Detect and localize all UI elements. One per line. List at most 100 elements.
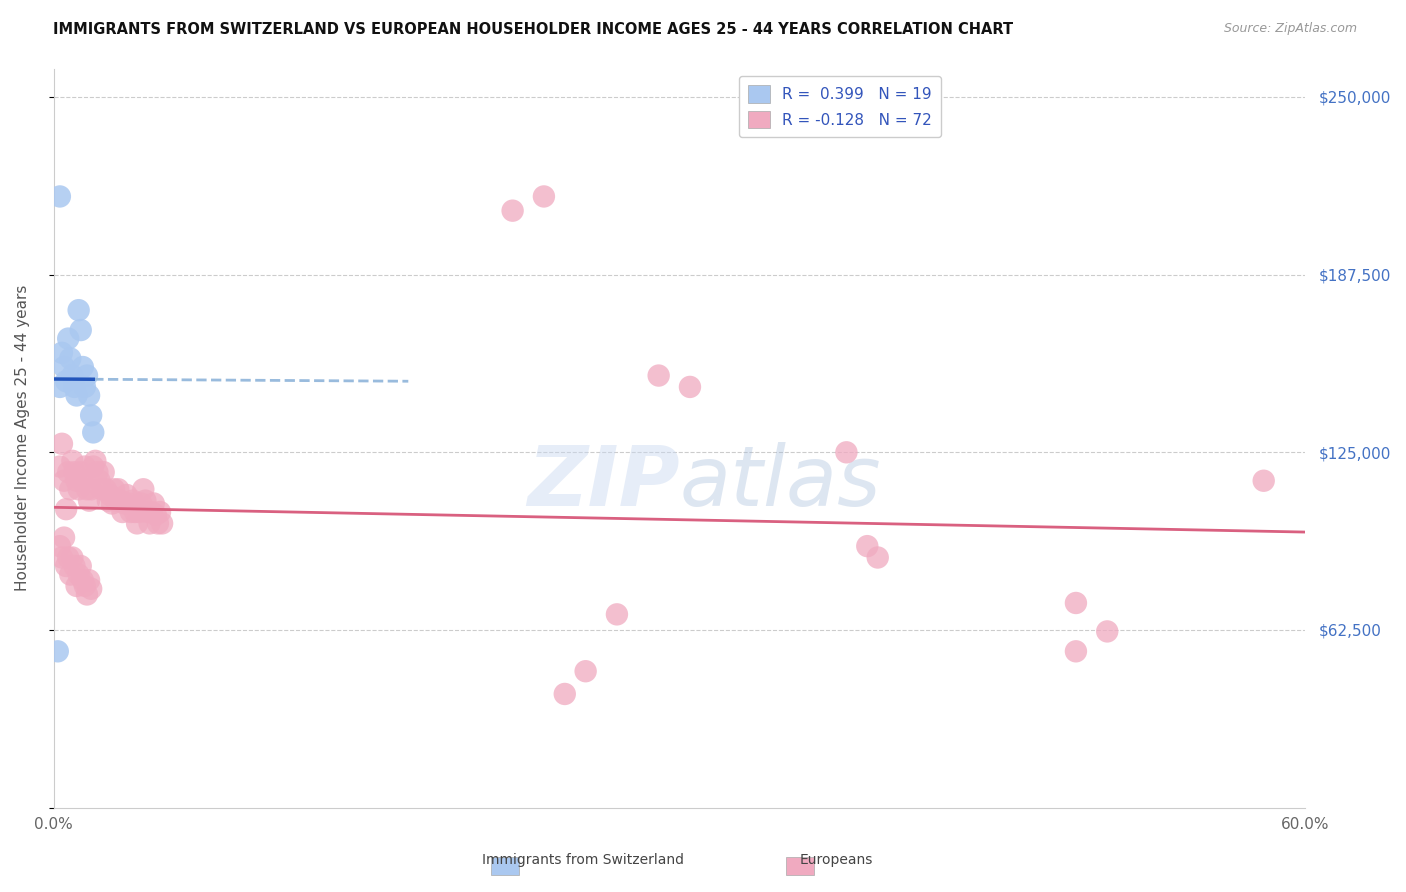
Point (67, 483, 90, 497)
Point (77, 493, 100, 508)
Point (60, 368, 83, 383)
Point (60, 454, 83, 468)
Point (55, 374, 77, 388)
Point (63, 380, 86, 394)
Point (76, 587, 98, 601)
Point (53, 474, 76, 488)
Point (80, 409, 103, 423)
Point (90, 483, 112, 497)
Point (554, 687, 576, 701)
Point (1253, 474, 1275, 488)
Point (125, 516, 148, 531)
Point (51, 437, 73, 451)
Point (60, 550, 83, 565)
Point (53, 359, 76, 374)
Point (107, 483, 129, 497)
Point (124, 505, 146, 519)
Point (82, 425, 104, 440)
Point (105, 493, 128, 508)
Point (49, 189, 72, 203)
Point (606, 607, 628, 622)
Point (93, 465, 115, 479)
Point (63, 559, 86, 574)
Point (141, 505, 163, 519)
Point (72, 573, 94, 587)
Point (94, 483, 117, 497)
Point (63, 465, 86, 479)
Point (856, 539, 879, 553)
Point (59, 567, 82, 582)
Y-axis label: Householder Income Ages 25 - 44 years: Householder Income Ages 25 - 44 years (15, 285, 30, 591)
Point (115, 488, 138, 502)
Point (53, 531, 76, 545)
Point (58, 465, 80, 479)
Point (67, 567, 90, 582)
Point (118, 496, 141, 510)
Text: ZIP: ZIP (527, 442, 679, 523)
Point (69, 465, 91, 479)
Legend: R =  0.399   N = 19, R = -0.128   N = 72: R = 0.399 N = 19, R = -0.128 N = 72 (740, 76, 941, 137)
Point (82, 459, 104, 474)
Point (80, 483, 103, 497)
Point (138, 516, 160, 531)
Point (97, 493, 120, 508)
Point (76, 483, 98, 497)
Point (114, 496, 136, 510)
Point (101, 496, 124, 510)
Text: Source: ZipAtlas.com: Source: ZipAtlas.com (1223, 22, 1357, 36)
Point (46, 644, 69, 658)
Point (866, 550, 889, 565)
Point (149, 505, 172, 519)
Point (145, 508, 167, 522)
Point (120, 505, 142, 519)
Point (136, 505, 159, 519)
Point (111, 505, 134, 519)
Point (142, 496, 165, 510)
Point (67, 303, 90, 318)
Point (69, 323, 91, 337)
Point (84, 454, 107, 468)
Point (51, 346, 73, 360)
Point (132, 483, 155, 497)
Point (65, 388, 87, 402)
Point (49, 380, 72, 394)
Point (72, 474, 94, 488)
Point (55, 559, 77, 574)
Point (65, 474, 87, 488)
Point (58, 332, 80, 346)
Text: Immigrants from Switzerland: Immigrants from Switzerland (482, 853, 685, 867)
Point (65, 579, 87, 593)
Point (51, 550, 73, 565)
Point (49, 459, 72, 474)
Point (72, 359, 94, 374)
Point (77, 573, 100, 587)
Point (110, 493, 132, 508)
Point (89, 474, 111, 488)
Point (103, 483, 125, 497)
Point (58, 550, 80, 565)
Point (575, 664, 598, 678)
Point (76, 368, 98, 383)
Point (502, 203, 524, 218)
Point (59, 483, 82, 497)
Point (49, 539, 72, 553)
Point (647, 368, 669, 383)
Point (77, 388, 100, 402)
Text: IMMIGRANTS FROM SWITZERLAND VS EUROPEAN HOUSEHOLDER INCOME AGES 25 - 44 YEARS CO: IMMIGRANTS FROM SWITZERLAND VS EUROPEAN … (53, 22, 1014, 37)
Point (1097, 624, 1119, 639)
Text: Europeans: Europeans (800, 853, 873, 867)
Point (146, 516, 169, 531)
Point (1064, 644, 1087, 658)
Point (80, 582, 103, 596)
Point (679, 380, 702, 394)
Point (150, 516, 173, 531)
Point (122, 493, 145, 508)
Point (533, 189, 555, 203)
Point (129, 496, 152, 510)
Text: atlas: atlas (679, 442, 882, 523)
Point (73, 459, 96, 474)
Point (59, 351, 82, 366)
Point (73, 579, 96, 593)
Point (69, 559, 91, 574)
Point (134, 493, 156, 508)
